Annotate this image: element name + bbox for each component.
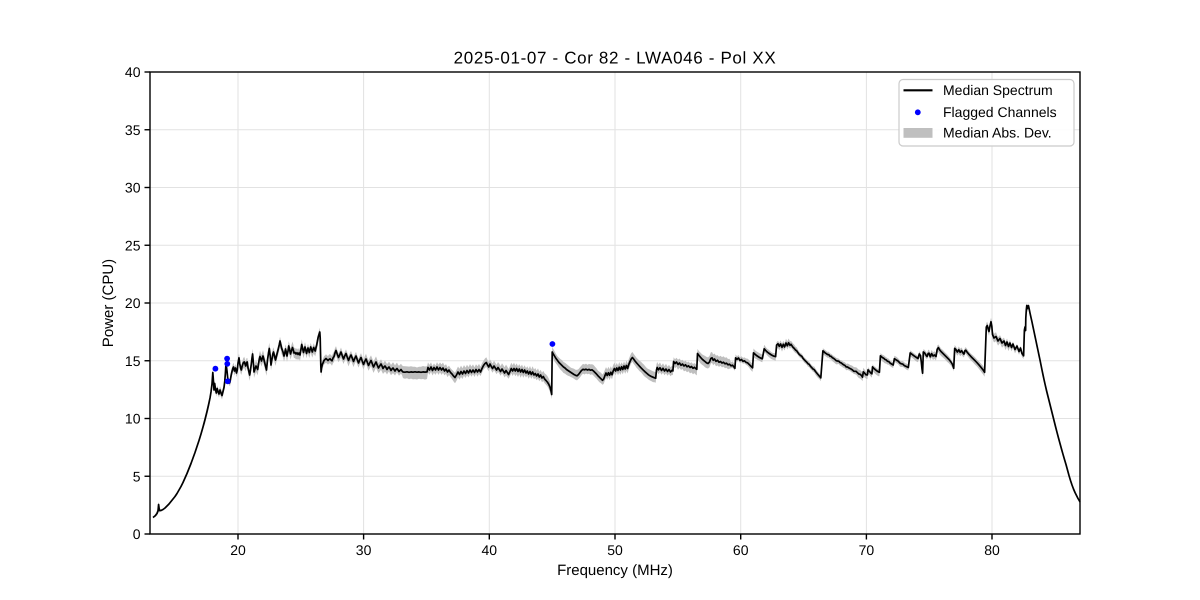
svg-text:15: 15 xyxy=(125,353,141,369)
svg-text:40: 40 xyxy=(125,64,141,80)
svg-text:Median Abs. Dev.: Median Abs. Dev. xyxy=(943,125,1052,141)
svg-text:35: 35 xyxy=(125,122,141,138)
svg-text:5: 5 xyxy=(133,468,141,484)
svg-text:20: 20 xyxy=(125,295,141,311)
svg-text:Median Spectrum: Median Spectrum xyxy=(943,82,1053,98)
svg-text:0: 0 xyxy=(133,526,141,542)
svg-text:30: 30 xyxy=(125,180,141,196)
svg-text:2025-01-07 - Cor 82 - LWA046 -: 2025-01-07 - Cor 82 - LWA046 - Pol XX xyxy=(454,49,777,68)
svg-text:60: 60 xyxy=(733,542,749,558)
svg-text:Flagged Channels: Flagged Channels xyxy=(943,104,1057,120)
svg-text:50: 50 xyxy=(607,542,623,558)
svg-text:Frequency (MHz): Frequency (MHz) xyxy=(557,562,673,579)
svg-text:30: 30 xyxy=(356,542,372,558)
svg-text:80: 80 xyxy=(984,542,1000,558)
svg-text:20: 20 xyxy=(230,542,246,558)
svg-text:70: 70 xyxy=(859,542,875,558)
svg-text:40: 40 xyxy=(482,542,498,558)
svg-text:25: 25 xyxy=(125,237,141,253)
svg-text:10: 10 xyxy=(125,411,141,427)
svg-text:Power (CPU): Power (CPU) xyxy=(100,259,117,347)
